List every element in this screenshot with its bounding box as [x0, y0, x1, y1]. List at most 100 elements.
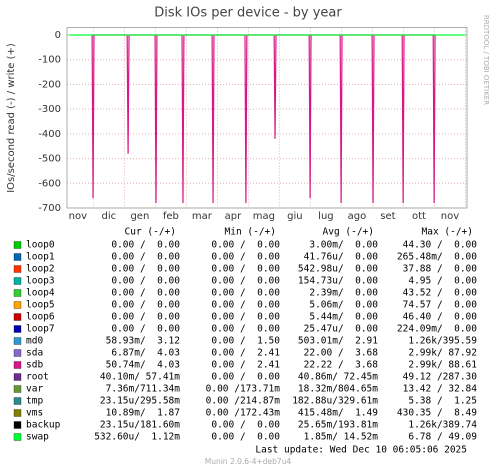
- legend-label: swap: [26, 432, 49, 443]
- legend-avg: 2.39m/ 0.00: [309, 288, 378, 299]
- x-tick-label: nov: [441, 211, 459, 222]
- legend-cur: 23.15u/181.60m: [100, 420, 180, 431]
- legend-avg: 18.32m/804.65m: [298, 384, 378, 395]
- legend-avg: 40.86m/ 72.45m: [298, 372, 378, 383]
- legend-avg: 1.85m/ 14.52m: [304, 432, 379, 443]
- legend-header: Min (-/+): [225, 227, 276, 238]
- legend-min: 0.00 / 0.00: [211, 312, 280, 323]
- legend-cur: 0.00 / 0.00: [111, 300, 180, 311]
- legend-header: Cur (-/+): [125, 227, 176, 238]
- legend-avg: 25.65m/193.81m: [298, 420, 378, 431]
- legend-max: 37.88 / 0.00: [403, 264, 478, 275]
- legend-avg: 154.73u/ 0.00: [298, 276, 378, 287]
- x-tick-label: set: [380, 211, 395, 222]
- legend-min: 0.00 / 2.41: [211, 360, 280, 371]
- legend-max: 2.99k/ 87.92: [408, 348, 477, 359]
- legend-avg: 41.76u/ 0.00: [304, 252, 379, 263]
- legend-cur: 10.89m/ 1.87: [106, 408, 180, 419]
- legend-label: backup: [26, 420, 61, 431]
- y-tick-label: -100: [38, 55, 61, 66]
- plot-area: [67, 27, 467, 208]
- legend-label: loop3: [26, 276, 55, 287]
- legend-swatch: [13, 361, 22, 369]
- legend-cur: 0.00 / 0.00: [111, 324, 180, 335]
- y-tick-label: -300: [38, 104, 61, 115]
- legend-avg: 22.00 / 3.68: [304, 348, 379, 359]
- legend-label: loop5: [26, 300, 55, 311]
- legend-header: Avg (-/+): [323, 227, 374, 238]
- legend-swatch: [13, 409, 22, 417]
- legend-swatch: [13, 325, 22, 333]
- legend-swatch: [13, 253, 22, 261]
- legend-min: 0.00 /172.43m: [206, 408, 281, 419]
- legend-min: 0.00 / 0.00: [211, 372, 280, 383]
- legend-swatch: [13, 433, 22, 441]
- legend-avg: 3.00m/ 0.00: [309, 240, 378, 251]
- footer: Munin 2.0.6-4+deb7u4: [205, 457, 292, 466]
- legend-min: 0.00 / 0.00: [211, 252, 280, 263]
- legend-max: 74.57 / 0.00: [403, 300, 478, 311]
- legend-min: 0.00 /173.71m: [206, 384, 281, 395]
- legend-label: md0: [26, 336, 43, 347]
- legend-avg: 182.88u/329.61m: [292, 396, 378, 407]
- y-tick-label: -400: [38, 129, 61, 140]
- y-axis-label: IOs/second read (-) / write (+): [6, 43, 17, 193]
- x-tick-label: apr: [225, 211, 242, 222]
- x-tick-label: feb: [163, 211, 179, 222]
- legend-label: loop6: [26, 312, 55, 323]
- legend-max: 5.38 / 1.25: [408, 396, 477, 407]
- legend-avg: 503.01m/ 2.91: [298, 336, 378, 347]
- legend-label: var: [26, 384, 43, 395]
- legend-swatch: [13, 301, 22, 309]
- legend-label: loop0: [26, 240, 55, 251]
- legend-cur: 0.00 / 0.00: [111, 252, 180, 263]
- legend-min: 0.00 / 1.50: [211, 336, 280, 347]
- legend-swatch: [13, 241, 22, 249]
- legend-header: Max (-/+): [422, 227, 473, 238]
- legend-label: loop7: [26, 324, 55, 335]
- legend-swatch: [13, 373, 22, 381]
- legend-cur: 0.00 / 0.00: [111, 240, 180, 251]
- legend-max: 6.78 / 49.09: [408, 432, 477, 443]
- legend-cur: 0.00 / 0.00: [111, 276, 180, 287]
- x-tick-label: mar: [192, 211, 213, 222]
- legend-max: 2.99k/ 88.61: [408, 360, 477, 371]
- legend-max: 43.52 / 0.00: [403, 288, 478, 299]
- legend-max: 1.26k/389.74: [408, 420, 477, 431]
- legend-max: 44.30 / 0.00: [403, 240, 478, 251]
- legend-label: vms: [26, 408, 43, 419]
- legend-min: 0.00 / 0.00: [211, 240, 280, 251]
- legend-swatch: [13, 277, 22, 285]
- legend-min: 0.00 / 0.00: [211, 300, 280, 311]
- x-tick-label: giu: [287, 211, 302, 222]
- legend-cur: 6.87m/ 4.03: [111, 348, 180, 359]
- legend-cur: 0.00 / 0.00: [111, 312, 180, 323]
- legend-avg: 5.06m/ 0.00: [309, 300, 378, 311]
- legend-min: 0.00 / 0.00: [211, 288, 280, 299]
- chart-title: Disk IOs per device - by year: [154, 6, 342, 21]
- legend-cur: 0.00 / 0.00: [111, 288, 180, 299]
- legend-max: 49.12 /287.30: [403, 372, 478, 383]
- legend-avg: 22.22 / 3.68: [304, 360, 379, 371]
- legend-label: sda: [26, 348, 43, 359]
- legend-max: 430.35 / 8.49: [397, 408, 477, 419]
- legend-swatch: [13, 289, 22, 297]
- legend-swatch: [13, 397, 22, 405]
- plot-frame: [66, 27, 468, 209]
- legend-max: 4.95 / 0.00: [408, 276, 477, 287]
- legend-min: 0.00 / 0.00: [211, 432, 280, 443]
- legend-min: 0.00 /214.87m: [206, 396, 281, 407]
- legend-cur: 23.15u/295.58m: [100, 396, 180, 407]
- legend-max: 1.26k/395.59: [408, 336, 477, 347]
- legend-swatch: [13, 265, 22, 273]
- x-tick-label: dic: [102, 211, 117, 222]
- legend-cur: 532.60u/ 1.12m: [94, 432, 180, 443]
- y-tick-label: -500: [38, 154, 61, 165]
- legend-label: tmp: [26, 396, 43, 407]
- legend-cur: 50.74m/ 4.03: [106, 360, 180, 371]
- y-tick-label: -200: [38, 79, 61, 90]
- legend-label: sdb: [26, 360, 43, 371]
- legend-swatch: [13, 313, 22, 321]
- legend-swatch: [13, 421, 22, 429]
